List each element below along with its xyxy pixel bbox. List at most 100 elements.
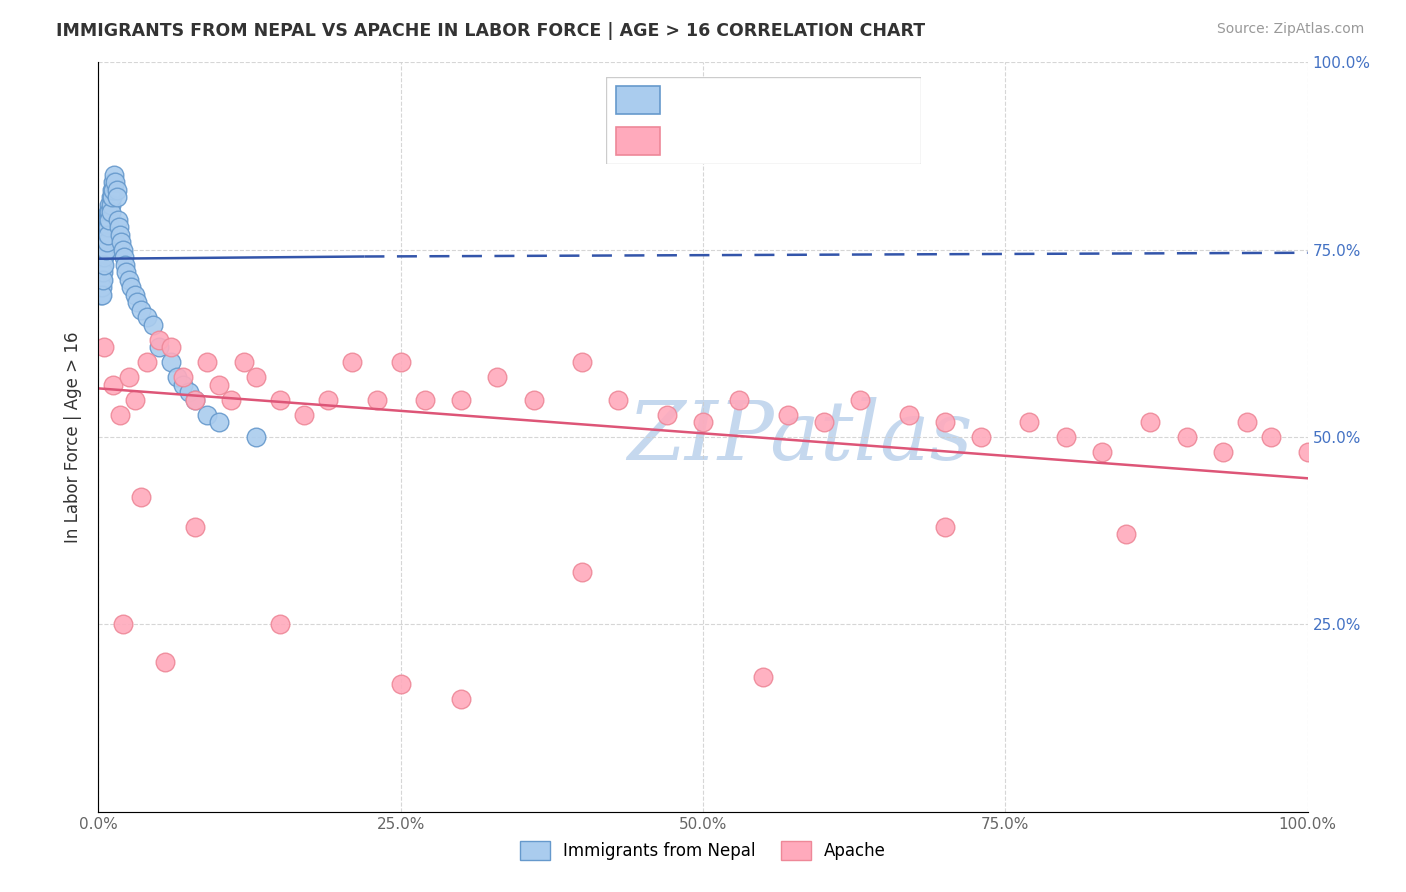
Point — [245, 430, 267, 444]
Point — [91, 280, 114, 294]
Point — [148, 333, 170, 347]
Point — [184, 520, 207, 534]
Point — [172, 377, 194, 392]
Point — [172, 370, 194, 384]
Point — [292, 408, 315, 422]
Legend: Immigrants from Nepal, Apache: Immigrants from Nepal, Apache — [513, 835, 893, 867]
Point — [124, 392, 146, 407]
Point — [94, 220, 117, 235]
Point — [91, 273, 114, 287]
Point — [692, 415, 714, 429]
Point — [450, 392, 472, 407]
Point — [752, 670, 775, 684]
Point — [97, 205, 120, 219]
Point — [129, 490, 152, 504]
Point — [100, 190, 122, 204]
Point — [1054, 430, 1077, 444]
Point — [184, 392, 207, 407]
Point — [90, 280, 112, 294]
Point — [96, 227, 118, 242]
Point — [179, 385, 201, 400]
Point — [776, 408, 799, 422]
Point — [245, 370, 267, 384]
Point — [107, 212, 129, 227]
Point — [1296, 445, 1319, 459]
Point — [413, 392, 436, 407]
Point — [91, 265, 114, 279]
Point — [97, 227, 120, 242]
Point — [108, 220, 131, 235]
Point — [142, 318, 165, 332]
Point — [153, 655, 176, 669]
Point — [160, 355, 183, 369]
Point — [93, 340, 115, 354]
Point — [93, 250, 115, 264]
Point — [571, 565, 593, 579]
Text: Source: ZipAtlas.com: Source: ZipAtlas.com — [1216, 22, 1364, 37]
Point — [115, 265, 138, 279]
Point — [1175, 430, 1198, 444]
Point — [108, 227, 131, 242]
Point — [91, 243, 114, 257]
Point — [93, 258, 115, 272]
Point — [108, 408, 131, 422]
Text: ZIPatlas: ZIPatlas — [627, 397, 973, 477]
Point — [90, 258, 112, 272]
Point — [166, 370, 188, 384]
Point — [93, 227, 115, 242]
Point — [1212, 445, 1234, 459]
Point — [1091, 445, 1114, 459]
Point — [91, 265, 114, 279]
Point — [232, 355, 254, 369]
Point — [316, 392, 339, 407]
Point — [1139, 415, 1161, 429]
Point — [94, 227, 117, 242]
Point — [101, 377, 124, 392]
Point — [486, 370, 509, 384]
Point — [91, 250, 114, 264]
Point — [103, 168, 125, 182]
Text: IMMIGRANTS FROM NEPAL VS APACHE IN LABOR FORCE | AGE > 16 CORRELATION CHART: IMMIGRANTS FROM NEPAL VS APACHE IN LABOR… — [56, 22, 925, 40]
Point — [96, 235, 118, 250]
Point — [118, 273, 141, 287]
Point — [90, 273, 112, 287]
Point — [97, 212, 120, 227]
Point — [120, 280, 142, 294]
Point — [195, 355, 218, 369]
Point — [96, 212, 118, 227]
Point — [91, 273, 114, 287]
Point — [98, 212, 121, 227]
Point — [655, 408, 678, 422]
Point — [97, 220, 120, 235]
Point — [208, 415, 231, 429]
Point — [112, 250, 135, 264]
Point — [342, 355, 364, 369]
Point — [1236, 415, 1258, 429]
Point — [104, 175, 127, 189]
Point — [934, 520, 956, 534]
Point — [91, 287, 114, 301]
Point — [118, 370, 141, 384]
Point — [100, 205, 122, 219]
Point — [91, 258, 114, 272]
Point — [90, 265, 112, 279]
Point — [1115, 527, 1137, 541]
Point — [970, 430, 993, 444]
Point — [101, 175, 124, 189]
Point — [389, 677, 412, 691]
Point — [93, 235, 115, 250]
Point — [110, 235, 132, 250]
Point — [105, 183, 128, 197]
Point — [129, 302, 152, 317]
Point — [91, 258, 114, 272]
Point — [849, 392, 872, 407]
Point — [101, 183, 124, 197]
Point — [111, 243, 134, 257]
Point — [184, 392, 207, 407]
Point — [208, 377, 231, 392]
Point — [135, 310, 157, 325]
Point — [160, 340, 183, 354]
Point — [111, 617, 134, 632]
Point — [91, 250, 114, 264]
Point — [94, 243, 117, 257]
